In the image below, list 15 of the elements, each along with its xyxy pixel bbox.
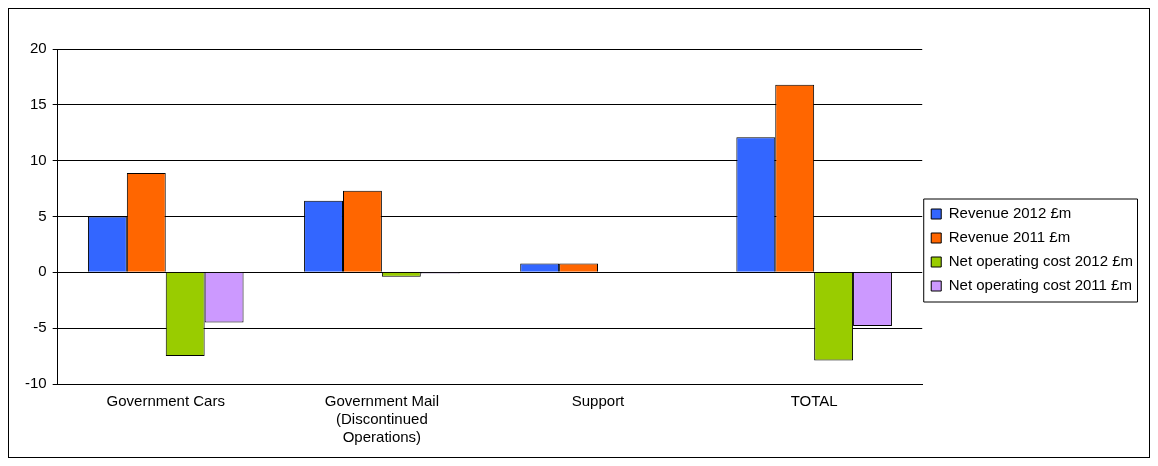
legend-label: Net operating cost 2012 £m (948, 252, 1133, 270)
x-tick-label: Government Mail (Discontinued Operations) (324, 392, 439, 446)
y-tick-label: -10 (24, 374, 47, 392)
legend-label: Revenue 2011 £m (948, 228, 1071, 246)
y-tick-label: 0 (38, 262, 47, 280)
legend-label: Revenue 2012 £m (948, 204, 1072, 222)
legend-label: Net operating cost 2011 £m (948, 276, 1132, 294)
y-tick-label: 15 (29, 94, 47, 112)
y-tick-label: -5 (33, 318, 47, 336)
x-tick-label: Government Cars (106, 392, 225, 410)
x-tick-label: TOTAL (790, 392, 838, 410)
y-tick-label: 10 (29, 150, 47, 168)
y-tick-label: 20 (29, 39, 47, 57)
x-tick-label: Support (571, 392, 626, 410)
y-tick-label: 5 (38, 206, 47, 224)
